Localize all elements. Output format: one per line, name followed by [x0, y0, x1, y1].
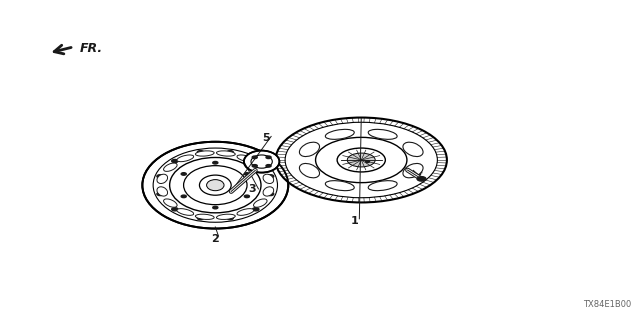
- Circle shape: [212, 206, 218, 209]
- Text: 1: 1: [351, 216, 359, 226]
- Ellipse shape: [177, 155, 194, 162]
- Ellipse shape: [216, 214, 236, 220]
- Ellipse shape: [300, 142, 319, 156]
- Text: FR.: FR.: [80, 42, 103, 55]
- Circle shape: [268, 175, 274, 178]
- Circle shape: [244, 195, 250, 198]
- Circle shape: [253, 208, 259, 211]
- Circle shape: [227, 151, 234, 154]
- Ellipse shape: [300, 164, 319, 178]
- Ellipse shape: [177, 209, 194, 215]
- Ellipse shape: [157, 187, 168, 196]
- Ellipse shape: [325, 129, 355, 139]
- Text: TX84E1B00: TX84E1B00: [582, 300, 631, 309]
- Ellipse shape: [157, 174, 168, 183]
- Ellipse shape: [195, 151, 214, 156]
- Ellipse shape: [195, 214, 214, 220]
- Circle shape: [157, 192, 163, 196]
- Circle shape: [252, 156, 257, 158]
- Ellipse shape: [216, 151, 236, 156]
- Circle shape: [276, 117, 447, 203]
- Circle shape: [181, 195, 186, 198]
- Circle shape: [197, 217, 204, 220]
- Circle shape: [417, 177, 426, 181]
- Circle shape: [253, 159, 259, 163]
- Ellipse shape: [403, 142, 423, 156]
- Circle shape: [268, 192, 274, 196]
- Ellipse shape: [263, 187, 274, 196]
- Ellipse shape: [164, 163, 177, 172]
- Circle shape: [172, 208, 178, 211]
- Ellipse shape: [237, 155, 254, 162]
- Circle shape: [181, 173, 186, 175]
- Circle shape: [365, 161, 369, 163]
- Ellipse shape: [325, 181, 355, 191]
- Circle shape: [227, 217, 234, 220]
- Ellipse shape: [253, 199, 267, 207]
- Circle shape: [266, 156, 271, 158]
- Circle shape: [252, 164, 257, 167]
- Circle shape: [266, 164, 271, 167]
- Circle shape: [212, 162, 218, 164]
- Text: 3: 3: [248, 184, 256, 194]
- Circle shape: [197, 151, 204, 154]
- Ellipse shape: [403, 164, 423, 178]
- Ellipse shape: [237, 209, 254, 215]
- Circle shape: [244, 173, 250, 175]
- Ellipse shape: [253, 163, 267, 172]
- Ellipse shape: [263, 174, 274, 183]
- Circle shape: [172, 159, 178, 163]
- Ellipse shape: [164, 199, 177, 207]
- Ellipse shape: [368, 129, 397, 139]
- Circle shape: [157, 175, 163, 178]
- Ellipse shape: [368, 181, 397, 191]
- Ellipse shape: [207, 180, 224, 191]
- Text: 4: 4: [415, 167, 422, 177]
- Circle shape: [348, 153, 375, 167]
- Text: 5: 5: [262, 133, 270, 143]
- Text: 2: 2: [211, 234, 219, 244]
- Ellipse shape: [244, 151, 280, 172]
- Ellipse shape: [142, 142, 288, 228]
